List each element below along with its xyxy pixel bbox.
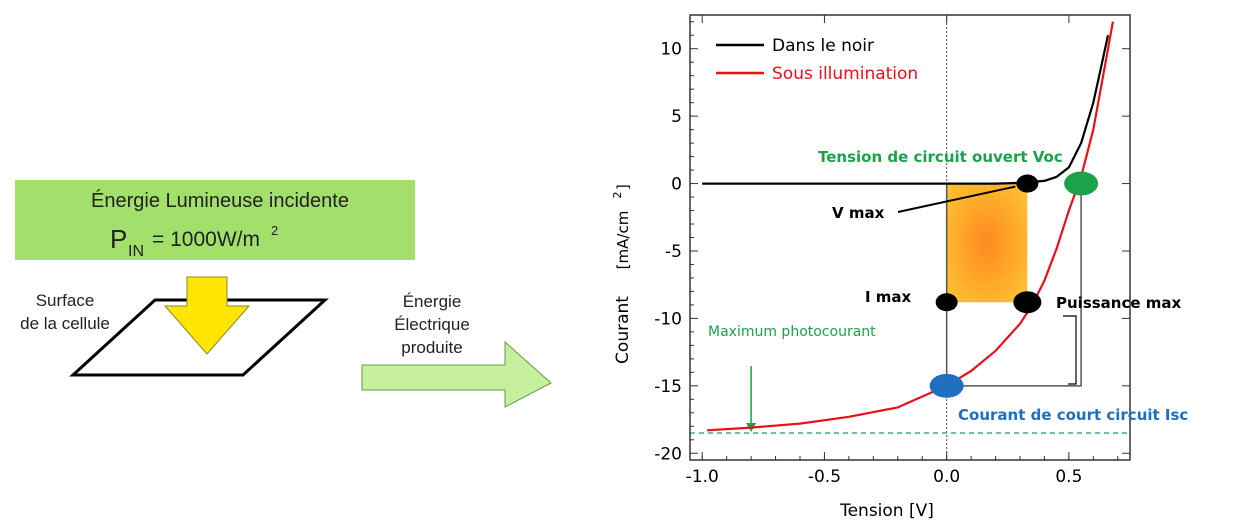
key-points: Tension de circuit ouvert Voc Courant de … [818, 148, 1188, 424]
pin-value: = 1000W/m [152, 228, 260, 251]
imax-point [935, 293, 958, 312]
series-line-illuminated [707, 21, 1114, 432]
right-arrow-icon [361, 340, 552, 408]
x-tick-label: -1.0 [686, 467, 719, 487]
legend-label: Sous illumination [772, 64, 918, 84]
y-axis-label-sup: 2 [611, 192, 624, 199]
electric-energy-label-2: Électrique [394, 315, 470, 334]
y-tick-label: 0 [671, 175, 682, 195]
pmax-leader-line [1063, 315, 1077, 385]
series-lines [702, 21, 1114, 432]
pin-subscript: IN [128, 243, 144, 260]
vmax-label: V max [832, 204, 885, 222]
surface-label-1: Surface [36, 291, 95, 310]
y-tick-label: -10 [654, 309, 682, 329]
electric-energy-label-1: Énergie [403, 292, 462, 311]
y-axis-label: Courant [mA/cm 2 ] [611, 184, 633, 364]
pin-superscript: 2 [271, 223, 278, 238]
left-illustration: Énergie Lumineuse incidente P IN = 1000W… [15, 180, 552, 408]
x-tick-label: -0.5 [808, 467, 841, 487]
max-power-rect [946, 183, 1028, 303]
x-tick-label: 0.5 [1055, 467, 1082, 487]
down-arrow-icon [163, 276, 251, 355]
incident-energy-title: Énergie Lumineuse incidente [91, 189, 349, 212]
y-axis-label-main: Courant [613, 296, 633, 364]
electric-energy-label-3: produite [401, 338, 462, 357]
imax-label: I max [865, 288, 912, 306]
legend: Dans le noir Sous illumination [716, 36, 918, 84]
axis-ticks: -1.0 -0.5 0.0 0.5 10 5 0 -5 -10 -15 -20 [654, 15, 1130, 487]
vmax-point [1016, 174, 1039, 193]
max-photocurrent-label: Maximum photocourant [708, 324, 876, 340]
x-axis-label: Tension [V] [839, 501, 934, 521]
x-tick-label: 0.0 [933, 467, 960, 487]
y-tick-label: 10 [660, 40, 682, 60]
isc-voc-box [945, 183, 1082, 387]
voc-label: Tension de circuit ouvert Voc [818, 148, 1063, 166]
y-tick-label: -15 [654, 377, 682, 397]
isc-point [929, 373, 964, 398]
y-axis-label-end: ] [614, 184, 632, 190]
isc-label: Courant de court circuit Isc [958, 406, 1188, 424]
surface-label-2: de la cellule [20, 314, 110, 333]
incident-energy-box [15, 180, 415, 260]
max-power-area [946, 183, 1028, 303]
voc-point [1064, 171, 1099, 196]
isc-voc-rectangle [945, 183, 1082, 387]
vmax-leader-line [897, 185, 1016, 213]
y-tick-label: -5 [665, 242, 682, 262]
pmax-point [1013, 291, 1042, 314]
series-line-dark [702, 34, 1110, 185]
y-axis-label-unit: [mA/cm [614, 211, 632, 270]
y-tick-label: 5 [671, 107, 682, 127]
pmax-label: Puissance max [1056, 294, 1182, 312]
pin-letter: P [110, 224, 127, 254]
y-tick-label: -20 [654, 444, 682, 464]
legend-label: Dans le noir [772, 36, 874, 56]
